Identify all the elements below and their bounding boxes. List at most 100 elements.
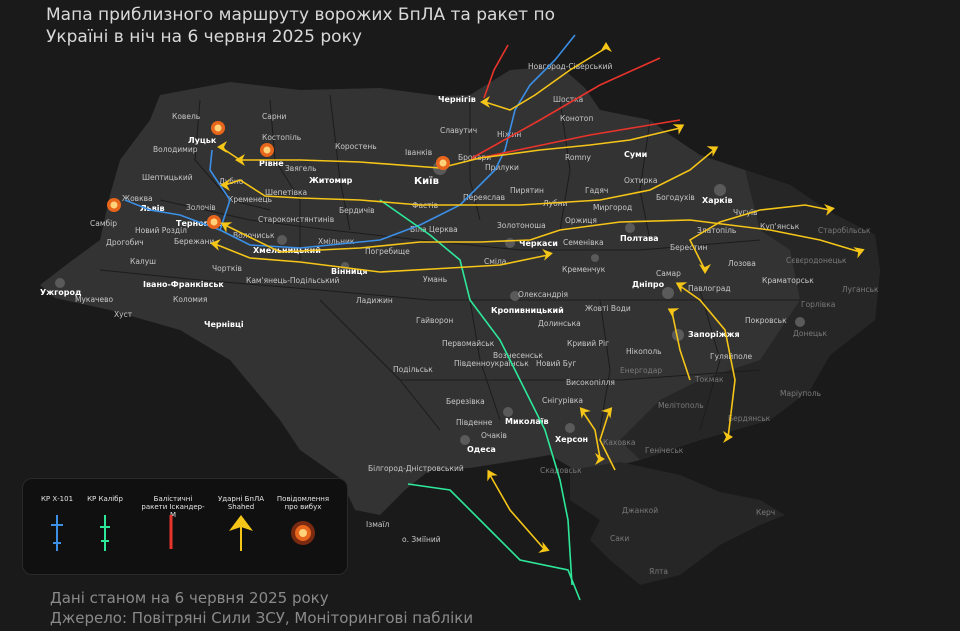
city-novhorod-siverskyi: Новгород-Сіверський [528, 62, 612, 71]
city-melitopol: Мелітополь [658, 401, 704, 410]
city-okhtyrka: Охтирка [624, 176, 657, 185]
city-luhansk: Луганськ [842, 285, 879, 294]
title-line-1: Мапа приблизного маршруту ворожих БпЛА т… [46, 5, 555, 25]
explosion-markers [107, 121, 450, 229]
city-rivne: Рівне [259, 158, 284, 168]
footer-date: Дані станом на 6 червня 2025 року [50, 589, 329, 607]
city-pivdennoukrainsk: Південноукраїнськ [454, 359, 529, 368]
city-uzhhorod: Ужгород [40, 288, 82, 297]
city-lviv: Львів [140, 203, 165, 213]
city-cherkasy: Черкаси [519, 239, 558, 248]
city-nikopol: Нікополь [626, 347, 662, 356]
city-dnipro: Дніпро [632, 279, 665, 289]
city-mariupol: Маріуполь [780, 389, 821, 398]
city-berezivka: Березівка [446, 397, 485, 406]
city-pivdenne: Південне [456, 418, 493, 427]
city-donetsk: Донецьк [793, 329, 827, 338]
city-chernihiv: Чернігів [438, 94, 476, 104]
city-pyriatyn: Пирятин [510, 186, 544, 195]
city-volodymyr: Володимир [153, 145, 198, 154]
city-kryvyi-rih: Кривий Ріг [567, 339, 609, 348]
city-saky: Саки [610, 534, 629, 543]
city-kremenchuk: Кременчук [562, 265, 606, 274]
city-chuhuiv: Чугуїв [733, 208, 757, 217]
city-tokmak: Токмак [694, 375, 724, 384]
shahed-routes [214, 47, 861, 551]
city-shepetivka: Шепетівка [265, 188, 307, 197]
city-pervomaisk: Первомайськ [442, 339, 495, 348]
city-ivano-frankivsk: Івано-Франківськ [143, 279, 224, 289]
city-bohodukhiv: Богодухів [656, 193, 695, 202]
city-siverskodonetsk: Сєвєродонецьк [786, 256, 847, 265]
city-mykolaiv: Миколаїв [505, 417, 549, 426]
legend-iskander-label: Балістичні ракети Іскандер-М [141, 495, 205, 519]
city-berestyn: Берестин [670, 243, 708, 252]
city-kramatorsk: Краматорськ [762, 276, 814, 285]
city-kropyvnytskyi: Кропивницький [491, 306, 564, 315]
city-khust: Хуст [114, 310, 133, 319]
city-kharkiv: Харків [702, 195, 733, 205]
city-pavlohrad: Павлоград [688, 284, 731, 293]
city-zolotonosha: Золотоноша [497, 221, 546, 230]
drone-icon [229, 515, 253, 551]
city-zviahel: Звягель [285, 164, 317, 173]
legend-explosion-label: Повідомлення про вибух [276, 495, 330, 511]
city-zmiinyi: о. Зміїний [402, 535, 441, 544]
kalibr-routes [379, 199, 581, 601]
map-title: Мапа приблизного маршруту ворожих БпЛА т… [46, 4, 606, 48]
city-novyi-rozdil: Новий Розділ [135, 226, 187, 235]
city-starobilsk: Старобільськ [818, 226, 871, 235]
city-zhovti-vody: Жовті Води [585, 304, 631, 313]
city-izmail: Ізмаїл [366, 520, 390, 529]
footer-source: Джерело: Повітряні Сили ЗСУ, Моніторинго… [50, 609, 474, 627]
shahed-markers [210, 42, 865, 553]
city-sambir: Самбір [90, 219, 117, 228]
city-vysokopillia: Високопілля [566, 378, 615, 387]
city-sumy: Суми [624, 150, 647, 159]
legend-shahed-label: Ударні БпЛА Shahed [217, 495, 265, 511]
crimea [570, 462, 785, 585]
city-poltava: Полтава [620, 234, 659, 243]
city-pereiaslav: Переяслав [463, 193, 505, 202]
city-zaporizhzhia: Запоріжжя [688, 329, 740, 339]
city-zhytomyr: Житомир [309, 176, 353, 185]
city-uman: Умань [423, 275, 447, 284]
explosion-icon [291, 521, 315, 545]
city-chortkiv: Чортків [212, 264, 242, 273]
footer: Дані станом на 6 червня 2025 року Джерел… [50, 588, 473, 628]
city-horlivka: Горлівка [801, 300, 835, 309]
city-romny: Romny [565, 153, 592, 162]
city-samar: Самар [656, 269, 681, 278]
city-sheptytskyi: Шептицький [142, 173, 193, 182]
city-bilhorod: Білгород-Дністровський [368, 464, 464, 473]
city-kamianets: Кам'янець-Подільський [246, 276, 340, 285]
region-borders [99, 94, 800, 431]
city-vinnytsia: Вінниця [331, 266, 368, 276]
city-kyiv: Київ [414, 175, 439, 187]
city-haivoron: Гайворон [416, 316, 453, 325]
city-kovel: Ковель [172, 112, 200, 121]
city-kakhovka: Каховка [603, 438, 636, 447]
missile-blue-icon [51, 515, 63, 551]
city-podilsk: Подільськ [393, 365, 433, 374]
city-smila: Сміла [484, 257, 506, 266]
city-huliaipole: Гуляйполе [710, 352, 752, 361]
city-yalta: Ялта [649, 567, 668, 576]
city-pryluky: Прилуки [485, 163, 519, 172]
city-novyi-buh: Новий Буг [536, 359, 576, 368]
city-oleksandriia: Олександрія [518, 290, 568, 299]
city-odesa: Одеса [467, 445, 496, 454]
city-bila-tserkva: Біла Церква [410, 225, 458, 234]
ballistic-missile-icon [169, 515, 173, 549]
city-zolochiv: Золочів [186, 203, 216, 212]
city-ladyzhyn: Ладижин [356, 296, 393, 305]
city-kerch: Керч [756, 508, 775, 517]
city-mukachevo: Мукачево [75, 295, 114, 304]
city-ivankiv: Іванків [405, 148, 432, 157]
city-dolynsk: Волочиськ [233, 231, 275, 240]
city-khmelnytskyi: Хмельницький [253, 246, 321, 255]
title-line-2: Україні в ніч на 6 червня 2025 року [46, 27, 362, 47]
city-pokrovsk: Покровськ [745, 316, 787, 325]
city-henichesk: Генічеськ [645, 446, 684, 455]
